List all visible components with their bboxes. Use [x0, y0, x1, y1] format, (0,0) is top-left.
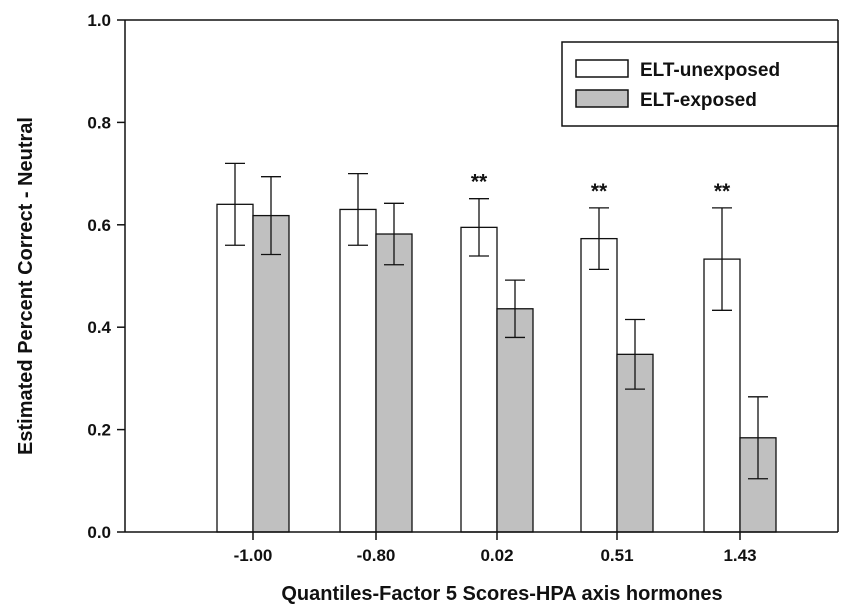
bar-unexposed — [216, 203, 254, 533]
bar-exposed — [375, 233, 413, 533]
y-tick-label: 0.8 — [87, 113, 111, 132]
y-axis-title: Estimated Percent Correct - Neutral — [15, 117, 37, 455]
legend-swatch-unexposed — [575, 59, 629, 78]
axes-layer — [117, 19, 839, 540]
x-tick-label: -0.80 — [357, 546, 396, 565]
legend-label-exposed: ELT-exposed — [640, 90, 757, 111]
y-tick-label: 0.6 — [87, 216, 111, 235]
legend-label-unexposed: ELT-unexposed — [640, 60, 780, 81]
labels-layer: 0.0 0.2 0.4 0.6 0.8 1.0 -1.00 -0.80 0.02 ** 0.51 **… — [87, 11, 756, 565]
y-tick-label: 0.2 — [87, 421, 111, 440]
y-tick-label: 0.4 — [87, 318, 111, 337]
bar-unexposed — [580, 237, 618, 533]
error-bars-layer — [225, 162, 768, 480]
x-tick-label: 0.51 — [600, 546, 633, 565]
y-tick-label: 0.0 — [87, 523, 111, 542]
bars-layer — [216, 203, 777, 533]
significance-marker: ** — [714, 180, 731, 203]
legend-swatch-exposed — [575, 89, 629, 108]
bar-exposed — [496, 308, 534, 533]
x-tick-label: -1.00 — [234, 546, 273, 565]
x-tick-label: 1.43 — [723, 546, 756, 565]
bar-exposed — [252, 214, 290, 533]
bar-unexposed — [460, 226, 498, 533]
bar-unexposed — [339, 208, 377, 533]
significance-marker: ** — [471, 171, 488, 194]
y-tick-label: 1.0 — [87, 11, 111, 30]
x-axis-title: Quantiles-Factor 5 Scores-HPA axis hormo… — [281, 583, 722, 605]
significance-marker: ** — [591, 180, 608, 203]
legend: ELT-unexposed ELT-exposed — [561, 41, 839, 127]
x-tick-label: 0.02 — [480, 546, 513, 565]
legend-box — [561, 41, 839, 127]
